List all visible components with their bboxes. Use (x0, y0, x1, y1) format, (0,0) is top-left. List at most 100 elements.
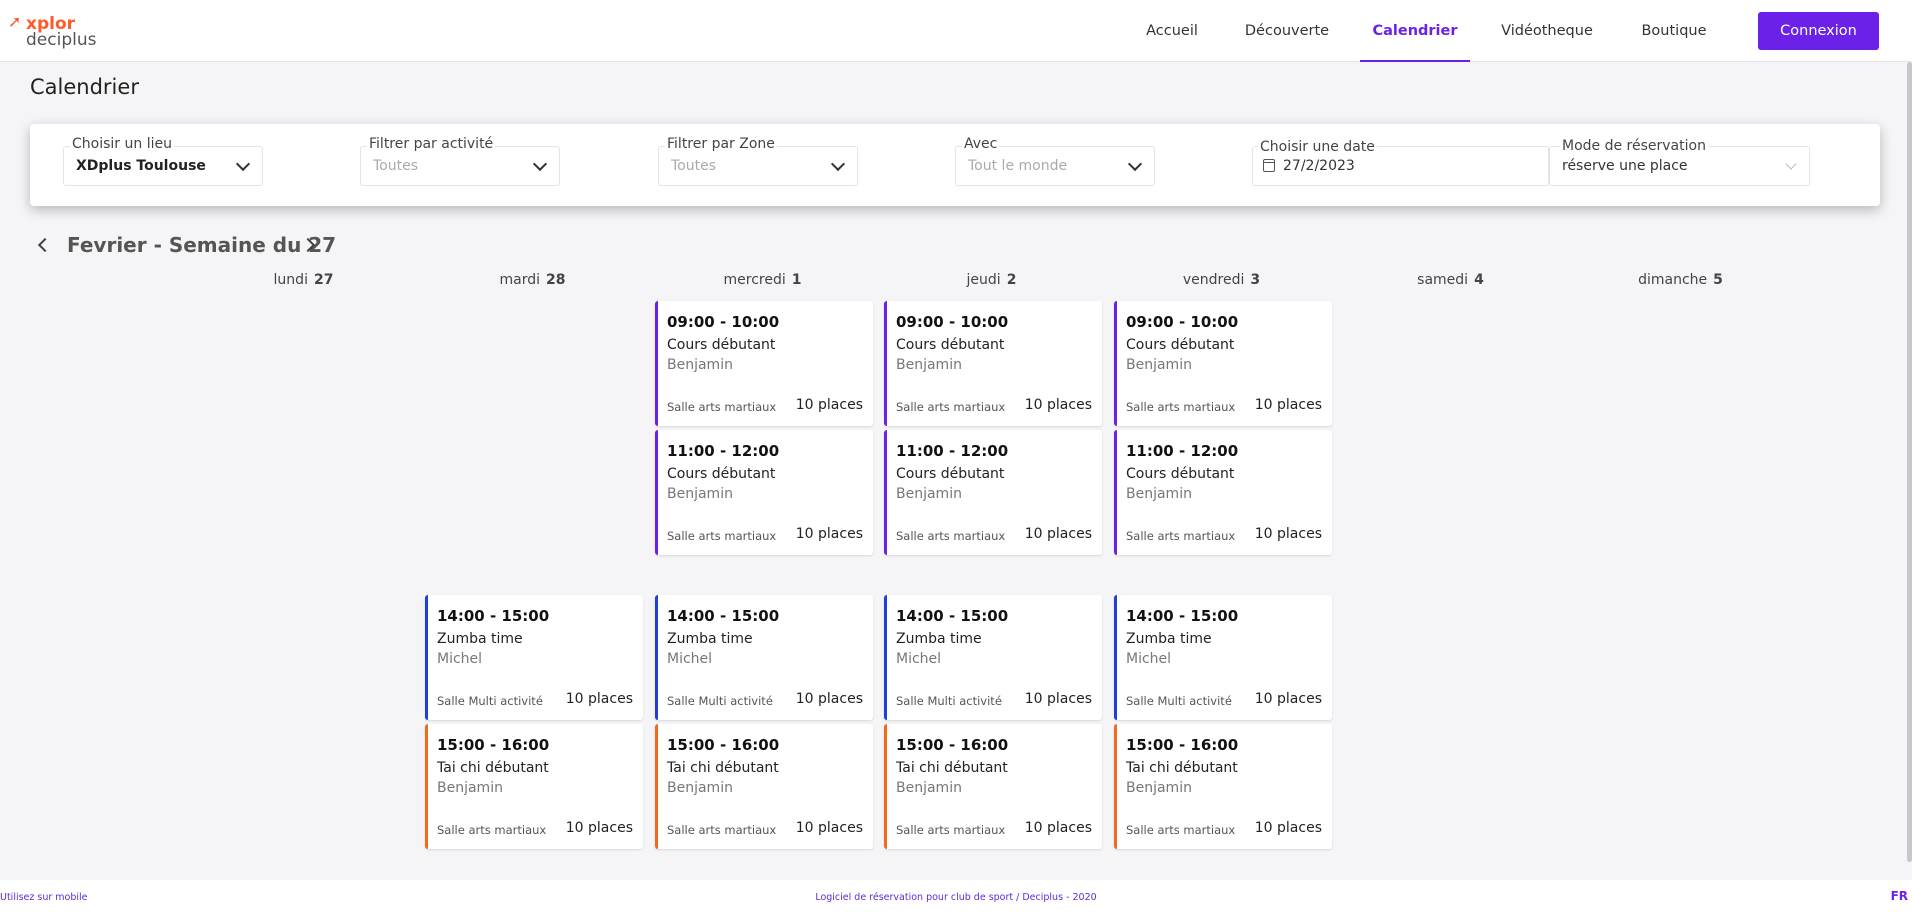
event-room: Salle arts martiaux (1126, 400, 1236, 414)
day-number: 4 (1474, 272, 1484, 288)
location-select[interactable]: XDplus Toulouse (63, 146, 263, 186)
nav-accueil[interactable]: Accueil (1146, 23, 1198, 39)
event-card[interactable]: 15:00 - 16:00 Tai chi débutant Benjamin … (884, 724, 1102, 849)
day-name: mardi (499, 272, 541, 288)
event-room: Salle arts martiaux (667, 823, 777, 837)
event-card[interactable]: 09:00 - 10:00 Cours débutant Benjamin Sa… (655, 301, 873, 426)
event-time: 11:00 - 12:00 (667, 442, 780, 460)
day-header-jeudi: jeudi 2 (877, 272, 1106, 288)
page-scrollbar[interactable] (1907, 62, 1912, 862)
footer: Utilisez sur mobile Logiciel de réservat… (0, 880, 1912, 912)
event-room: Salle arts martiaux (1126, 529, 1236, 543)
event-places: 10 places (795, 526, 863, 542)
event-activity: Cours débutant (1126, 337, 1235, 353)
event-coach: Benjamin (1126, 486, 1192, 502)
event-card[interactable]: 14:00 - 15:00 Zumba time Michel Salle Mu… (1114, 595, 1332, 720)
event-activity: Zumba time (1126, 631, 1212, 647)
event-time: 15:00 - 16:00 (437, 736, 550, 754)
event-card[interactable]: 15:00 - 16:00 Tai chi débutant Benjamin … (1114, 724, 1332, 849)
event-room: Salle arts martiaux (667, 400, 777, 414)
day-name: dimanche (1638, 272, 1708, 288)
event-places: 10 places (795, 691, 863, 707)
zone-select[interactable]: Toutes (658, 146, 858, 186)
nav-calendrier[interactable]: Calendrier (1360, 0, 1470, 62)
event-card[interactable]: 09:00 - 10:00 Cours débutant Benjamin Sa… (1114, 301, 1332, 426)
event-time: 11:00 - 12:00 (1126, 442, 1239, 460)
event-room: Salle arts martiaux (1126, 823, 1236, 837)
mobile-link[interactable]: Utilisez sur mobile (0, 892, 88, 903)
top-navigation-bar: ➚ xplor deciplus Accueil Découverte Cale… (0, 0, 1912, 62)
event-card[interactable]: 11:00 - 12:00 Cours débutant Benjamin Sa… (655, 430, 873, 555)
event-card[interactable]: 14:00 - 15:00 Zumba time Michel Salle Mu… (884, 595, 1102, 720)
event-room: Salle arts martiaux (896, 529, 1006, 543)
event-activity: Cours débutant (896, 337, 1005, 353)
event-room: Salle Multi activité (1126, 694, 1232, 708)
page-title: Calendrier (30, 75, 139, 99)
event-places: 10 places (1254, 691, 1322, 707)
event-coach: Benjamin (896, 486, 962, 502)
event-time: 09:00 - 10:00 (1126, 313, 1239, 331)
nav-boutique[interactable]: Boutique (1641, 23, 1707, 39)
calendar-icon (1263, 159, 1275, 172)
day-header-mardi: mardi 28 (418, 272, 647, 288)
day-number: 2 (1006, 272, 1017, 288)
nav-videotheque[interactable]: Vidéotheque (1501, 23, 1593, 39)
activity-label: Filtrer par activité (367, 136, 496, 152)
zone-label: Filtrer par Zone (665, 136, 777, 152)
location-label: Choisir un lieu (70, 136, 174, 152)
nav-calendrier-label: Calendrier (1372, 23, 1458, 39)
software-credit-link[interactable]: Logiciel de réservation pour club de spo… (815, 892, 1097, 903)
event-room: Salle Multi activité (667, 694, 773, 708)
day-number: 1 (791, 272, 802, 288)
event-coach: Benjamin (437, 780, 503, 796)
xplor-deciplus-logo[interactable]: ➚ xplor deciplus (8, 14, 98, 50)
event-activity: Cours débutant (896, 466, 1005, 482)
event-card[interactable]: 15:00 - 16:00 Tai chi débutant Benjamin … (425, 724, 643, 849)
date-value: 27/2/2023 (1283, 158, 1355, 174)
event-activity: Cours débutant (667, 337, 776, 353)
event-places: 10 places (1024, 820, 1092, 836)
event-activity: Tai chi débutant (896, 760, 1008, 776)
event-places: 10 places (1254, 397, 1322, 413)
filter-panel: XDplus Toulouse Choisir un lieu Toutes F… (30, 124, 1880, 206)
coach-value: Tout le monde (968, 158, 1068, 174)
coach-label: Avec (962, 136, 1000, 152)
login-button[interactable]: Connexion (1758, 12, 1879, 50)
event-coach: Benjamin (667, 780, 733, 796)
chevron-down-icon (235, 156, 251, 172)
event-activity: Cours débutant (1126, 466, 1235, 482)
active-tab-underline (1360, 60, 1470, 62)
event-activity: Tai chi débutant (1126, 760, 1238, 776)
event-places: 10 places (1254, 526, 1322, 542)
event-time: 15:00 - 16:00 (896, 736, 1009, 754)
event-places: 10 places (1254, 820, 1322, 836)
nav-decouverte[interactable]: Découverte (1244, 23, 1330, 39)
language-switcher[interactable]: FR (1890, 889, 1908, 903)
event-time: 14:00 - 15:00 (1126, 607, 1239, 625)
logo-text-top: xplor (26, 14, 76, 34)
event-time: 14:00 - 15:00 (437, 607, 550, 625)
coach-select[interactable]: Tout le monde (955, 146, 1155, 186)
activity-select[interactable]: Toutes (360, 146, 560, 186)
event-room: Salle arts martiaux (667, 529, 777, 543)
event-card[interactable]: 14:00 - 15:00 Zumba time Michel Salle Mu… (425, 595, 643, 720)
event-card[interactable]: 11:00 - 12:00 Cours débutant Benjamin Sa… (1114, 430, 1332, 555)
event-activity: Zumba time (667, 631, 753, 647)
event-card[interactable]: 11:00 - 12:00 Cours débutant Benjamin Sa… (884, 430, 1102, 555)
event-places: 10 places (1024, 526, 1092, 542)
date-label: Choisir une date (1258, 139, 1377, 155)
event-time: 14:00 - 15:00 (896, 607, 1009, 625)
event-activity: Tai chi débutant (437, 760, 549, 776)
event-places: 10 places (1024, 397, 1092, 413)
event-card[interactable]: 14:00 - 15:00 Zumba time Michel Salle Mu… (655, 595, 873, 720)
event-room: Salle arts martiaux (896, 823, 1006, 837)
event-card[interactable]: 09:00 - 10:00 Cours débutant Benjamin Sa… (884, 301, 1102, 426)
day-header-dimanche: dimanche 5 (1566, 272, 1795, 288)
event-time: 15:00 - 16:00 (667, 736, 780, 754)
event-card[interactable]: 15:00 - 16:00 Tai chi débutant Benjamin … (655, 724, 873, 849)
previous-week-icon[interactable] (37, 237, 53, 253)
rocket-icon: ➚ (8, 12, 22, 31)
event-time: 09:00 - 10:00 (667, 313, 780, 331)
event-time: 11:00 - 12:00 (896, 442, 1009, 460)
zone-value: Toutes (671, 158, 717, 174)
